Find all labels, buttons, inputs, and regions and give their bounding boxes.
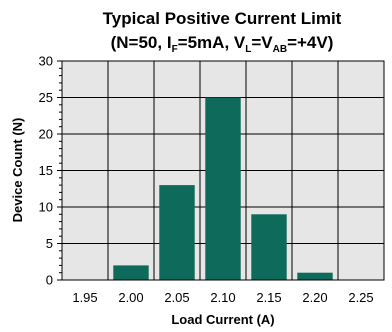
y-tick-label: 0 xyxy=(46,273,53,288)
x-tick-label: 2.20 xyxy=(302,290,327,305)
bar-2.20 xyxy=(297,272,333,280)
y-tick-label: 30 xyxy=(39,54,53,69)
y-tick-label: 10 xyxy=(39,200,53,215)
bar-2.00 xyxy=(113,265,149,280)
chart-title: Typical Positive Current Limit xyxy=(103,9,342,28)
bar-2.05 xyxy=(159,185,195,280)
x-tick-label: 2.10 xyxy=(210,290,235,305)
x-axis-label: Load Current (A) xyxy=(171,312,274,327)
y-axis-ticks: 0 5 10 15 20 25 30 xyxy=(39,54,62,288)
chart-subtitle: (N=50, IF=5mA, VL=VAB=+4V) xyxy=(111,33,334,55)
x-axis-ticks: 1.95 2.00 2.05 2.10 2.15 2.20 2.25 xyxy=(72,290,373,305)
x-tick-label: 2.05 xyxy=(164,290,189,305)
x-tick-label: 1.95 xyxy=(72,290,97,305)
bars xyxy=(113,97,333,280)
bar-2.15 xyxy=(251,214,287,280)
y-tick-label: 25 xyxy=(39,90,53,105)
x-tick-label: 2.15 xyxy=(256,290,281,305)
y-tick-label: 15 xyxy=(39,163,53,178)
y-tick-label: 5 xyxy=(46,236,53,251)
x-tick-label: 2.25 xyxy=(348,290,373,305)
y-axis-label: Device Count (N) xyxy=(10,118,25,223)
bar-2.10 xyxy=(205,97,241,280)
x-tick-label: 2.00 xyxy=(118,290,143,305)
y-tick-label: 20 xyxy=(39,127,53,142)
